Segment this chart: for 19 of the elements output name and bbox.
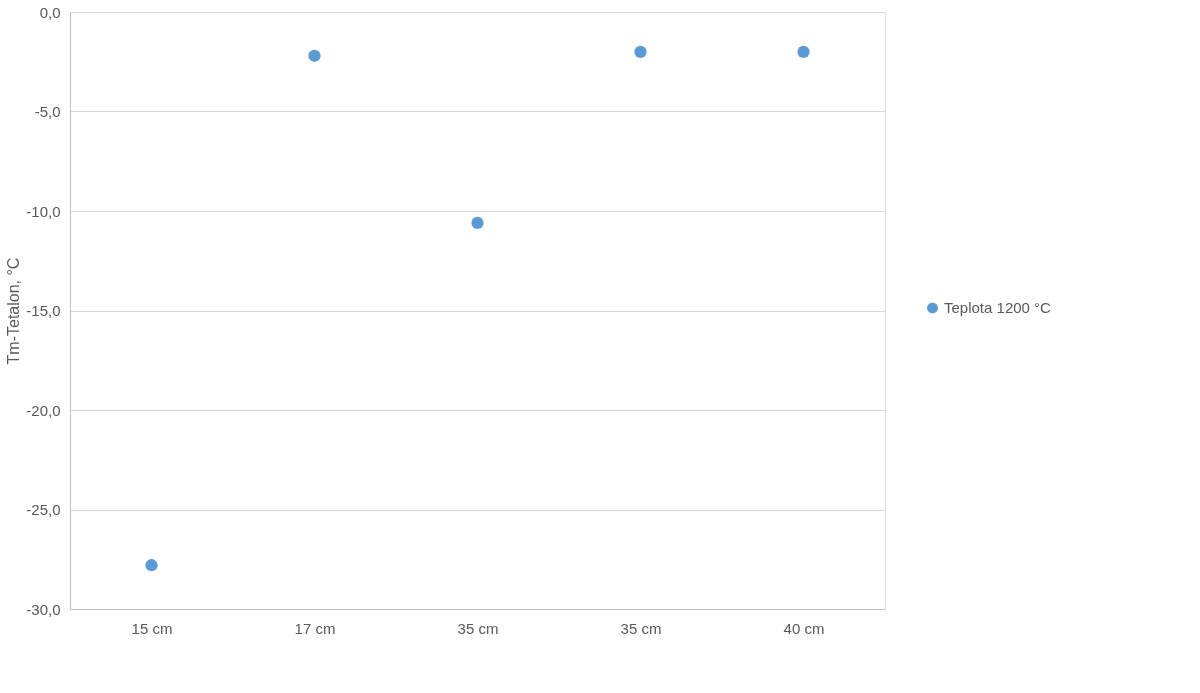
legend-label: Teplota 1200 °C [944, 299, 1052, 316]
point [797, 45, 810, 58]
y-tick-label: -15,0 [26, 302, 61, 319]
x-tick-label: 35 cm [457, 619, 499, 637]
point [308, 49, 321, 62]
x-tick-label: 17 cm [294, 619, 336, 637]
y-tick-label: -10,0 [26, 202, 61, 220]
point [634, 45, 647, 58]
x-tick-label: 15 cm [131, 619, 173, 637]
x-tick-label: 40 cm [783, 619, 825, 637]
y-tick-label: 0,0 [39, 3, 61, 21]
point [471, 216, 484, 230]
y-tick-label: -20,0 [26, 401, 61, 419]
y-tick-label: -25,0 [26, 501, 61, 518]
y-tick-label: -5,0 [34, 103, 61, 120]
y-axis-title: Tm-Tetalon, °C [5, 257, 23, 365]
x-tick-label: 35 cm [620, 619, 662, 637]
y-tick-label: -30,0 [26, 600, 61, 618]
point [145, 559, 158, 572]
